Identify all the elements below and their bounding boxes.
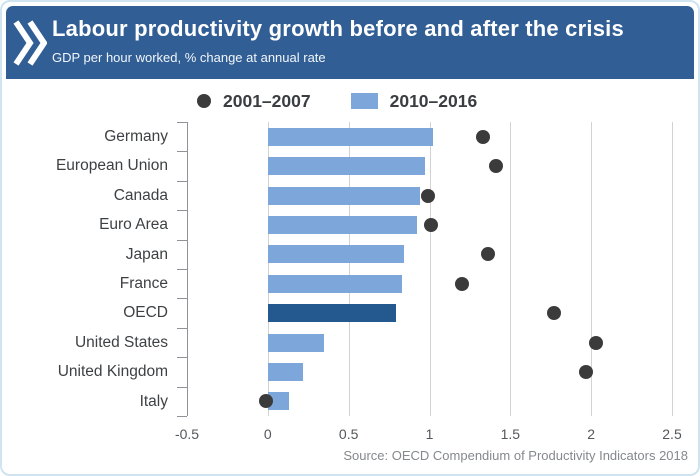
legend-item-2001-2007: 2001–2007 xyxy=(197,91,311,112)
y-axis-tick xyxy=(177,357,187,359)
x-axis-tick-label: 1.5 xyxy=(500,426,521,442)
dot-euro-area xyxy=(424,217,439,232)
source-note: Source: OECD Compendium of Productivity … xyxy=(343,448,688,463)
y-axis-tick xyxy=(177,298,187,300)
chart-header: Labour productivity growth before and af… xyxy=(6,6,694,79)
gridline xyxy=(510,122,512,416)
dot-oecd xyxy=(546,306,561,321)
y-axis-label: United Kingdom xyxy=(57,363,168,381)
y-axis-line xyxy=(187,122,188,416)
bar-euro-area xyxy=(267,215,417,234)
y-axis-label: Italy xyxy=(139,392,168,410)
dot-united-kingdom xyxy=(579,364,594,379)
x-axis-tick-label: -0.5 xyxy=(174,426,200,442)
oecd-double-chevron-icon xyxy=(13,20,47,66)
y-axis-tick xyxy=(177,327,187,329)
legend-dot-icon xyxy=(197,94,211,108)
y-axis-tick xyxy=(177,180,187,182)
bar-united-states xyxy=(267,333,325,352)
bar-oecd xyxy=(267,304,396,323)
dot-european-union xyxy=(488,159,503,174)
gridline xyxy=(672,122,673,416)
y-axis-label: France xyxy=(119,275,168,292)
bar-european-union xyxy=(267,157,425,176)
dot-italy xyxy=(259,394,274,409)
y-axis-tick xyxy=(177,416,187,417)
chart-title: Labour productivity growth before and af… xyxy=(52,16,624,41)
dot-united-states xyxy=(589,335,604,350)
y-axis-label: United States xyxy=(74,333,168,351)
y-axis-label: European Union xyxy=(55,157,168,175)
y-axis-label: Canada xyxy=(113,186,168,204)
bar-canada xyxy=(267,186,420,205)
legend-label: 2010–2016 xyxy=(389,90,478,111)
y-axis-tick xyxy=(177,269,187,270)
y-axis-tick xyxy=(177,151,187,153)
bar-japan xyxy=(267,245,404,264)
x-axis-tick-label: 2 xyxy=(587,426,596,442)
y-axis-label: Japan xyxy=(125,245,168,263)
y-axis-tick xyxy=(177,386,187,388)
dot-germany xyxy=(475,129,490,144)
dot-japan xyxy=(480,247,495,262)
legend-item-2010-2016: 2010–2016 xyxy=(350,90,478,112)
bar-france xyxy=(267,274,402,293)
gridline xyxy=(348,122,350,416)
x-axis-tick-label: 2.5 xyxy=(662,426,682,442)
gridline xyxy=(429,122,431,416)
y-axis-label: Germany xyxy=(104,128,168,145)
dot-france xyxy=(454,276,469,291)
bar-united-kingdom xyxy=(267,362,304,381)
x-axis-tick-label: 0.5 xyxy=(338,426,359,442)
dot-canada xyxy=(420,188,435,203)
bar-italy xyxy=(267,392,289,411)
gridline xyxy=(591,122,593,416)
y-axis-tick xyxy=(177,210,187,212)
legend-label: 2001–2007 xyxy=(223,90,311,111)
x-axis-tick-label: 1 xyxy=(425,426,434,442)
chart-subtitle: GDP per hour worked, % change at annual … xyxy=(52,50,326,65)
y-axis-label: Euro Area xyxy=(99,216,168,234)
y-axis-tick xyxy=(177,239,187,241)
x-axis-tick-label: 0 xyxy=(263,426,272,442)
bar-germany xyxy=(267,127,433,146)
y-axis-tick xyxy=(177,122,187,123)
gridline xyxy=(267,122,269,416)
y-axis-label: OECD xyxy=(123,304,168,322)
chart-legend: 2001–2007 2010–2016 xyxy=(197,90,477,112)
legend-square-icon xyxy=(350,93,378,109)
